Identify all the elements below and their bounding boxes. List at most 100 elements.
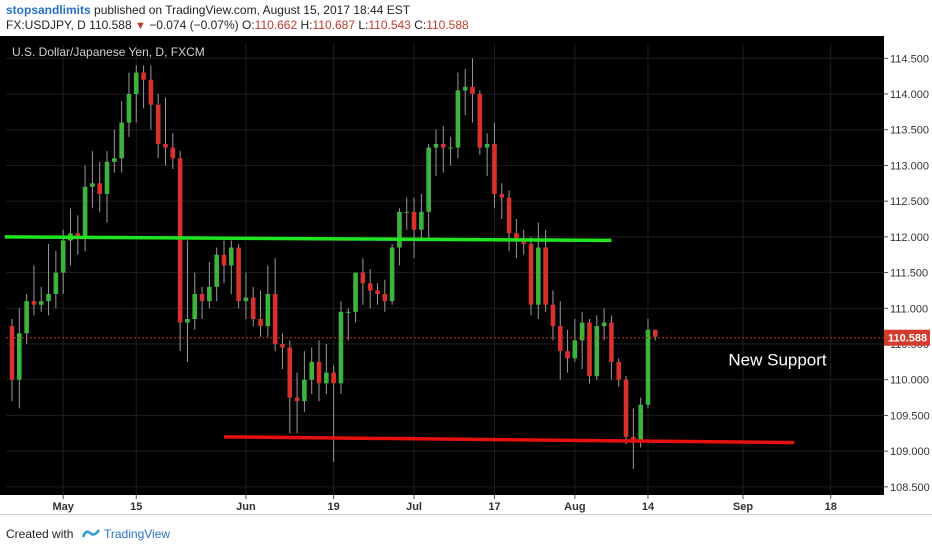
high-label: H: — [300, 18, 313, 32]
open-label: O: — [241, 18, 255, 32]
candle-body — [229, 247, 234, 266]
price-tick-label: 113.500 — [890, 125, 929, 137]
candle-body — [265, 294, 271, 327]
open-value: 110.662 — [254, 18, 298, 32]
candle-body — [214, 254, 219, 287]
price-tick-label: 109.500 — [890, 410, 930, 422]
candle-body — [404, 211, 410, 213]
candle-body — [236, 247, 241, 302]
candle-body — [302, 379, 307, 402]
candle-body — [294, 397, 300, 402]
candle-body — [243, 297, 249, 302]
candle-body — [448, 147, 453, 149]
candle-body — [338, 311, 344, 384]
price-tick-label: 114.000 — [890, 89, 929, 101]
candle-body — [60, 240, 66, 273]
candle-body — [638, 404, 643, 441]
candle-body — [170, 147, 176, 159]
last-price-badge — [884, 329, 930, 346]
high-value: 110.687 — [312, 18, 356, 32]
price-tick-label: 110.000 — [890, 375, 929, 387]
candle-body — [521, 240, 526, 244]
symbol-label: FX:USDJPY, D — [6, 18, 86, 32]
candle-body — [616, 361, 622, 380]
price-tick-label: 114.500 — [890, 53, 929, 65]
candle-body — [163, 144, 168, 148]
chart-area[interactable]: U.S. Dollar/Japanese Yen, D, FXCM New Su… — [0, 36, 932, 514]
candle-body — [375, 290, 380, 294]
candle-body — [543, 247, 548, 305]
author-link[interactable]: stopsandlimits — [6, 3, 91, 17]
change-value: −0.074 (−0.07%) — [149, 18, 239, 32]
last-price-marker: 110.588 — [6, 329, 930, 346]
chart-header: stopsandlimits published on TradingView.… — [0, 0, 932, 36]
candle-body — [623, 379, 629, 437]
candle-body — [536, 247, 541, 305]
candle-body — [258, 319, 263, 327]
time-tick-label: 18 — [825, 501, 837, 513]
candle-body — [433, 144, 439, 148]
price-tick-label: 109.000 — [890, 446, 930, 458]
time-tick-label: 14 — [642, 501, 655, 513]
candle-body — [126, 94, 132, 123]
time-tick-label: 15 — [130, 501, 142, 513]
candle-body — [104, 161, 110, 194]
candle-body — [46, 294, 51, 302]
candle-body — [316, 361, 322, 384]
close-value: 110.588 — [426, 18, 469, 32]
candle-body — [192, 294, 198, 319]
candle-body — [17, 333, 22, 380]
time-tick-label: May — [52, 501, 74, 513]
candle-body — [572, 340, 578, 359]
candle-body — [345, 311, 351, 313]
candle-body — [462, 86, 468, 91]
price-value: 110.588 — [89, 18, 132, 32]
candle-body — [287, 347, 293, 398]
price-axis[interactable]: 114.500 114.000 113.500 113.000 112.500 112.0… — [884, 36, 932, 514]
price-tick-label: 112.000 — [890, 232, 929, 244]
candle-body — [177, 158, 183, 323]
candle-body — [309, 361, 315, 380]
candle-body — [272, 294, 278, 344]
candle-body — [221, 254, 227, 266]
ohlc-line: FX:USDJPY, D 110.588 ▼ −0.074 (−0.07%) O… — [6, 18, 469, 32]
candle-body — [360, 272, 366, 284]
candle-body — [331, 372, 336, 384]
candle-body — [484, 144, 490, 148]
candle-body — [594, 326, 600, 377]
candle-body — [133, 72, 139, 94]
candle-body — [148, 79, 154, 105]
candle-body — [419, 211, 424, 230]
candle-body — [645, 329, 651, 405]
price-tick-label: 113.000 — [890, 160, 929, 172]
candle-body — [185, 319, 190, 323]
tradingview-logo-icon — [82, 529, 100, 538]
time-axis[interactable]: May 15 Jun 19 Jul 17 Aug 14 Sep 18 — [0, 495, 884, 514]
tradingview-brand-link[interactable]: TradingView — [104, 527, 171, 541]
candle-body — [250, 297, 256, 319]
candle-body — [601, 322, 607, 327]
last-price-label: 110.588 — [888, 333, 927, 345]
publish-info: published on TradingView.com, August 15,… — [94, 3, 411, 17]
new-support-annotation: New Support — [728, 350, 827, 369]
down-arrow-icon: ▼ — [135, 20, 146, 32]
price-tick-label: 111.500 — [890, 268, 928, 280]
candle-body — [440, 144, 446, 148]
candle-body — [397, 211, 402, 248]
candle-body — [470, 86, 475, 94]
time-tick-label: Aug — [564, 501, 585, 513]
candle-body — [499, 194, 505, 198]
chart-title: U.S. Dollar/Japanese Yen, D, FXCM — [12, 45, 205, 59]
candle-body — [353, 272, 358, 312]
candle-body — [82, 186, 88, 237]
candle-body — [141, 72, 146, 80]
candlestick-chart[interactable]: U.S. Dollar/Japanese Yen, D, FXCM New Su… — [0, 36, 932, 514]
close-label: C: — [414, 18, 427, 32]
candle-body — [506, 197, 512, 234]
candle-body — [579, 322, 585, 341]
footer: Created with TradingView — [0, 514, 932, 550]
time-tick-label: Jun — [236, 501, 256, 513]
time-tick-label: Sep — [733, 501, 753, 513]
candle-body — [565, 351, 570, 359]
candle-body — [411, 211, 417, 230]
